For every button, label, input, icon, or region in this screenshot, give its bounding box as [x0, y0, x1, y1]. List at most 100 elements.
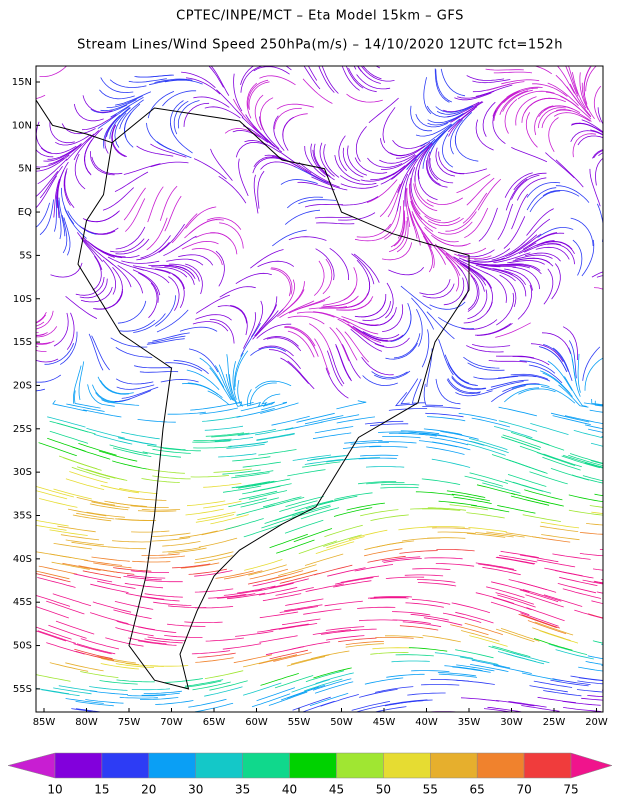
streamline: [249, 568, 289, 580]
streamline: [236, 504, 275, 516]
streamline: [360, 293, 387, 318]
streamline: [451, 602, 491, 614]
streamline: [354, 703, 392, 712]
streamline: [255, 427, 294, 436]
streamline: [425, 412, 464, 418]
streamline: [128, 637, 167, 645]
streamline: [91, 335, 110, 371]
streamline: [400, 430, 440, 435]
streamline: [117, 518, 157, 521]
streamline: [453, 256, 488, 275]
streamline: [44, 343, 75, 365]
streamline: [435, 105, 472, 113]
streamline: [232, 361, 237, 400]
streamline: [269, 533, 308, 549]
streamline: [293, 528, 333, 543]
streamline: [399, 625, 439, 631]
streamline: [515, 254, 553, 260]
streamline: [52, 593, 92, 607]
lat-label: EQ: [18, 207, 32, 218]
streamline: [594, 581, 603, 584]
streamline: [36, 310, 54, 330]
streamline: [181, 240, 219, 250]
streamline: [375, 540, 415, 548]
streamline: [152, 448, 191, 454]
streamline: [537, 107, 566, 129]
streamline: [216, 89, 244, 118]
streamline: [179, 326, 218, 332]
streamline: [427, 507, 467, 511]
streamline: [451, 377, 487, 390]
streamline: [147, 335, 186, 344]
streamline: [550, 412, 590, 423]
streamline: [50, 262, 83, 278]
streamline: [382, 436, 421, 439]
streamline: [164, 635, 203, 638]
streamline: [545, 152, 575, 179]
streamline: [447, 362, 477, 386]
streamline: [100, 99, 137, 112]
streamline: [400, 378, 419, 405]
streamline: [153, 601, 192, 606]
streamline: [76, 643, 116, 655]
streamline: [438, 316, 475, 330]
colorbar-swatch: [289, 752, 337, 779]
lon-label: 60W: [245, 717, 268, 728]
streamline: [566, 86, 591, 118]
streamline: [548, 643, 588, 655]
streamline: [36, 314, 47, 324]
streamline: [467, 257, 505, 263]
streamline: [582, 346, 601, 381]
streamline: [362, 375, 398, 386]
streamline: [512, 266, 540, 290]
streamline: [183, 102, 210, 127]
streamline: [505, 178, 528, 211]
streamline: [39, 199, 54, 236]
streamline: [195, 514, 235, 523]
streamline: [198, 537, 238, 548]
streamline: [568, 66, 579, 95]
streamline: [504, 479, 544, 492]
streamline: [208, 593, 247, 599]
streamline: [502, 89, 533, 112]
streamline: [460, 656, 499, 665]
streamline: [414, 175, 434, 207]
streamline: [80, 671, 119, 678]
streamline: [314, 216, 354, 219]
streamline: [301, 700, 335, 712]
streamline: [391, 660, 430, 663]
streamline: [99, 680, 138, 685]
streamline: [367, 596, 407, 599]
streamline: [111, 124, 126, 158]
streamline: [464, 622, 504, 636]
streamline: [235, 631, 274, 637]
streamline: [319, 142, 335, 177]
streamline: [568, 454, 603, 467]
streamline: [503, 263, 541, 271]
streamline: [601, 643, 603, 646]
streamline: [256, 323, 292, 339]
streamline: [312, 432, 352, 440]
streamline: [592, 640, 603, 644]
streamline: [492, 109, 506, 145]
streamline: [36, 674, 71, 682]
streamline: [426, 105, 461, 118]
streamline: [518, 613, 558, 629]
streamline: [255, 309, 284, 337]
streamline: [199, 407, 238, 415]
streamline: [594, 493, 603, 497]
streamline: [141, 509, 181, 511]
streamline: [583, 461, 603, 468]
streamline: [326, 350, 343, 387]
streamline: [287, 315, 325, 325]
streamline: [210, 148, 233, 181]
streamline: [236, 480, 275, 489]
streamline: [589, 168, 601, 207]
streamline: [171, 213, 198, 244]
streamline: [80, 237, 103, 271]
streamline: [253, 66, 290, 75]
streamline: [168, 547, 207, 554]
streamline: [38, 565, 78, 575]
streamline: [350, 441, 389, 445]
streamline: [112, 460, 151, 471]
